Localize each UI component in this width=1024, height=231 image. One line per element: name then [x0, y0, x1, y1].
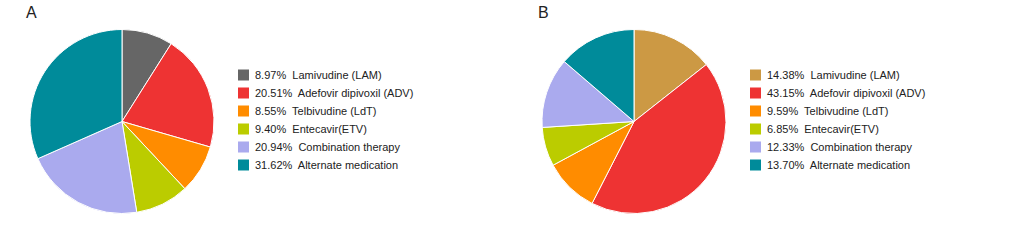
legend-item: 8.55% Telbivudine (LdT): [238, 105, 376, 117]
legend-item: 31.62% Alternate medication: [238, 159, 398, 171]
legend-swatch: [238, 88, 249, 99]
legend-label: 31.62% Alternate medication: [255, 159, 398, 171]
legend-label: 8.97% Lamivudine (LAM): [255, 69, 382, 81]
legend-swatch: [238, 124, 249, 135]
legend-item: 8.97% Lamivudine (LAM): [238, 69, 382, 81]
legend-swatch: [238, 160, 249, 171]
pie: [30, 30, 214, 214]
legend-swatch: [750, 88, 761, 99]
legend-swatch: [238, 70, 249, 81]
legend-label: 9.40% Entecavir(ETV): [255, 123, 367, 135]
legend-label: 9.59% Telbivudine (LdT): [767, 105, 888, 117]
legend-item: 20.51% Adefovir dipivoxil (ADV): [238, 87, 413, 99]
pie-panel: A 8.97% Lamivudine (LAM) 20.51% Adefovir d…: [26, 4, 413, 214]
legend-swatch: [238, 106, 249, 117]
legend-item: 9.40% Entecavir(ETV): [238, 123, 367, 135]
chart-figure: A 8.97% Lamivudine (LAM) 20.51% Adefovir d…: [0, 0, 1024, 231]
legend-label: 43.15% Adefovir dipivoxil (ADV): [767, 87, 925, 99]
legend-item: 9.59% Telbivudine (LdT): [750, 105, 888, 117]
legend: 8.97% Lamivudine (LAM) 20.51% Adefovir di…: [238, 69, 413, 171]
pie: [542, 30, 726, 214]
legend-swatch: [750, 106, 761, 117]
legend-label: 20.51% Adefovir dipivoxil (ADV): [255, 87, 413, 99]
legend-item: 6.85% Entecavir(ETV): [750, 123, 879, 135]
pie-slice: [564, 30, 634, 122]
legend-item: 14.38% Lamivudine (LAM): [750, 69, 900, 81]
pie-panel: B 14.38% Lamivudine (LAM) 43.15% Adefovir …: [538, 4, 925, 214]
legend-label: 12.33% Combination therapy: [767, 141, 912, 153]
legend-swatch: [750, 124, 761, 135]
legend-label: 13.70% Alternate medication: [767, 159, 910, 171]
legend-item: 12.33% Combination therapy: [750, 141, 912, 153]
pie-slice: [30, 30, 122, 159]
legend-item: 20.94% Combination therapy: [238, 141, 400, 153]
legend-label: 14.38% Lamivudine (LAM): [767, 69, 900, 81]
legend-swatch: [750, 70, 761, 81]
pie-slice: [542, 122, 634, 166]
legend-item: 13.70% Alternate medication: [750, 159, 910, 171]
legend-label: 20.94% Combination therapy: [255, 141, 400, 153]
legend-swatch: [750, 160, 761, 171]
panel-label: B: [538, 4, 549, 21]
legend-swatch: [750, 142, 761, 153]
panel-label: A: [26, 4, 37, 21]
legend: 14.38% Lamivudine (LAM) 43.15% Adefovir d…: [750, 69, 925, 171]
legend-label: 8.55% Telbivudine (LdT): [255, 105, 376, 117]
legend-swatch: [238, 142, 249, 153]
legend-label: 6.85% Entecavir(ETV): [767, 123, 879, 135]
legend-item: 43.15% Adefovir dipivoxil (ADV): [750, 87, 925, 99]
